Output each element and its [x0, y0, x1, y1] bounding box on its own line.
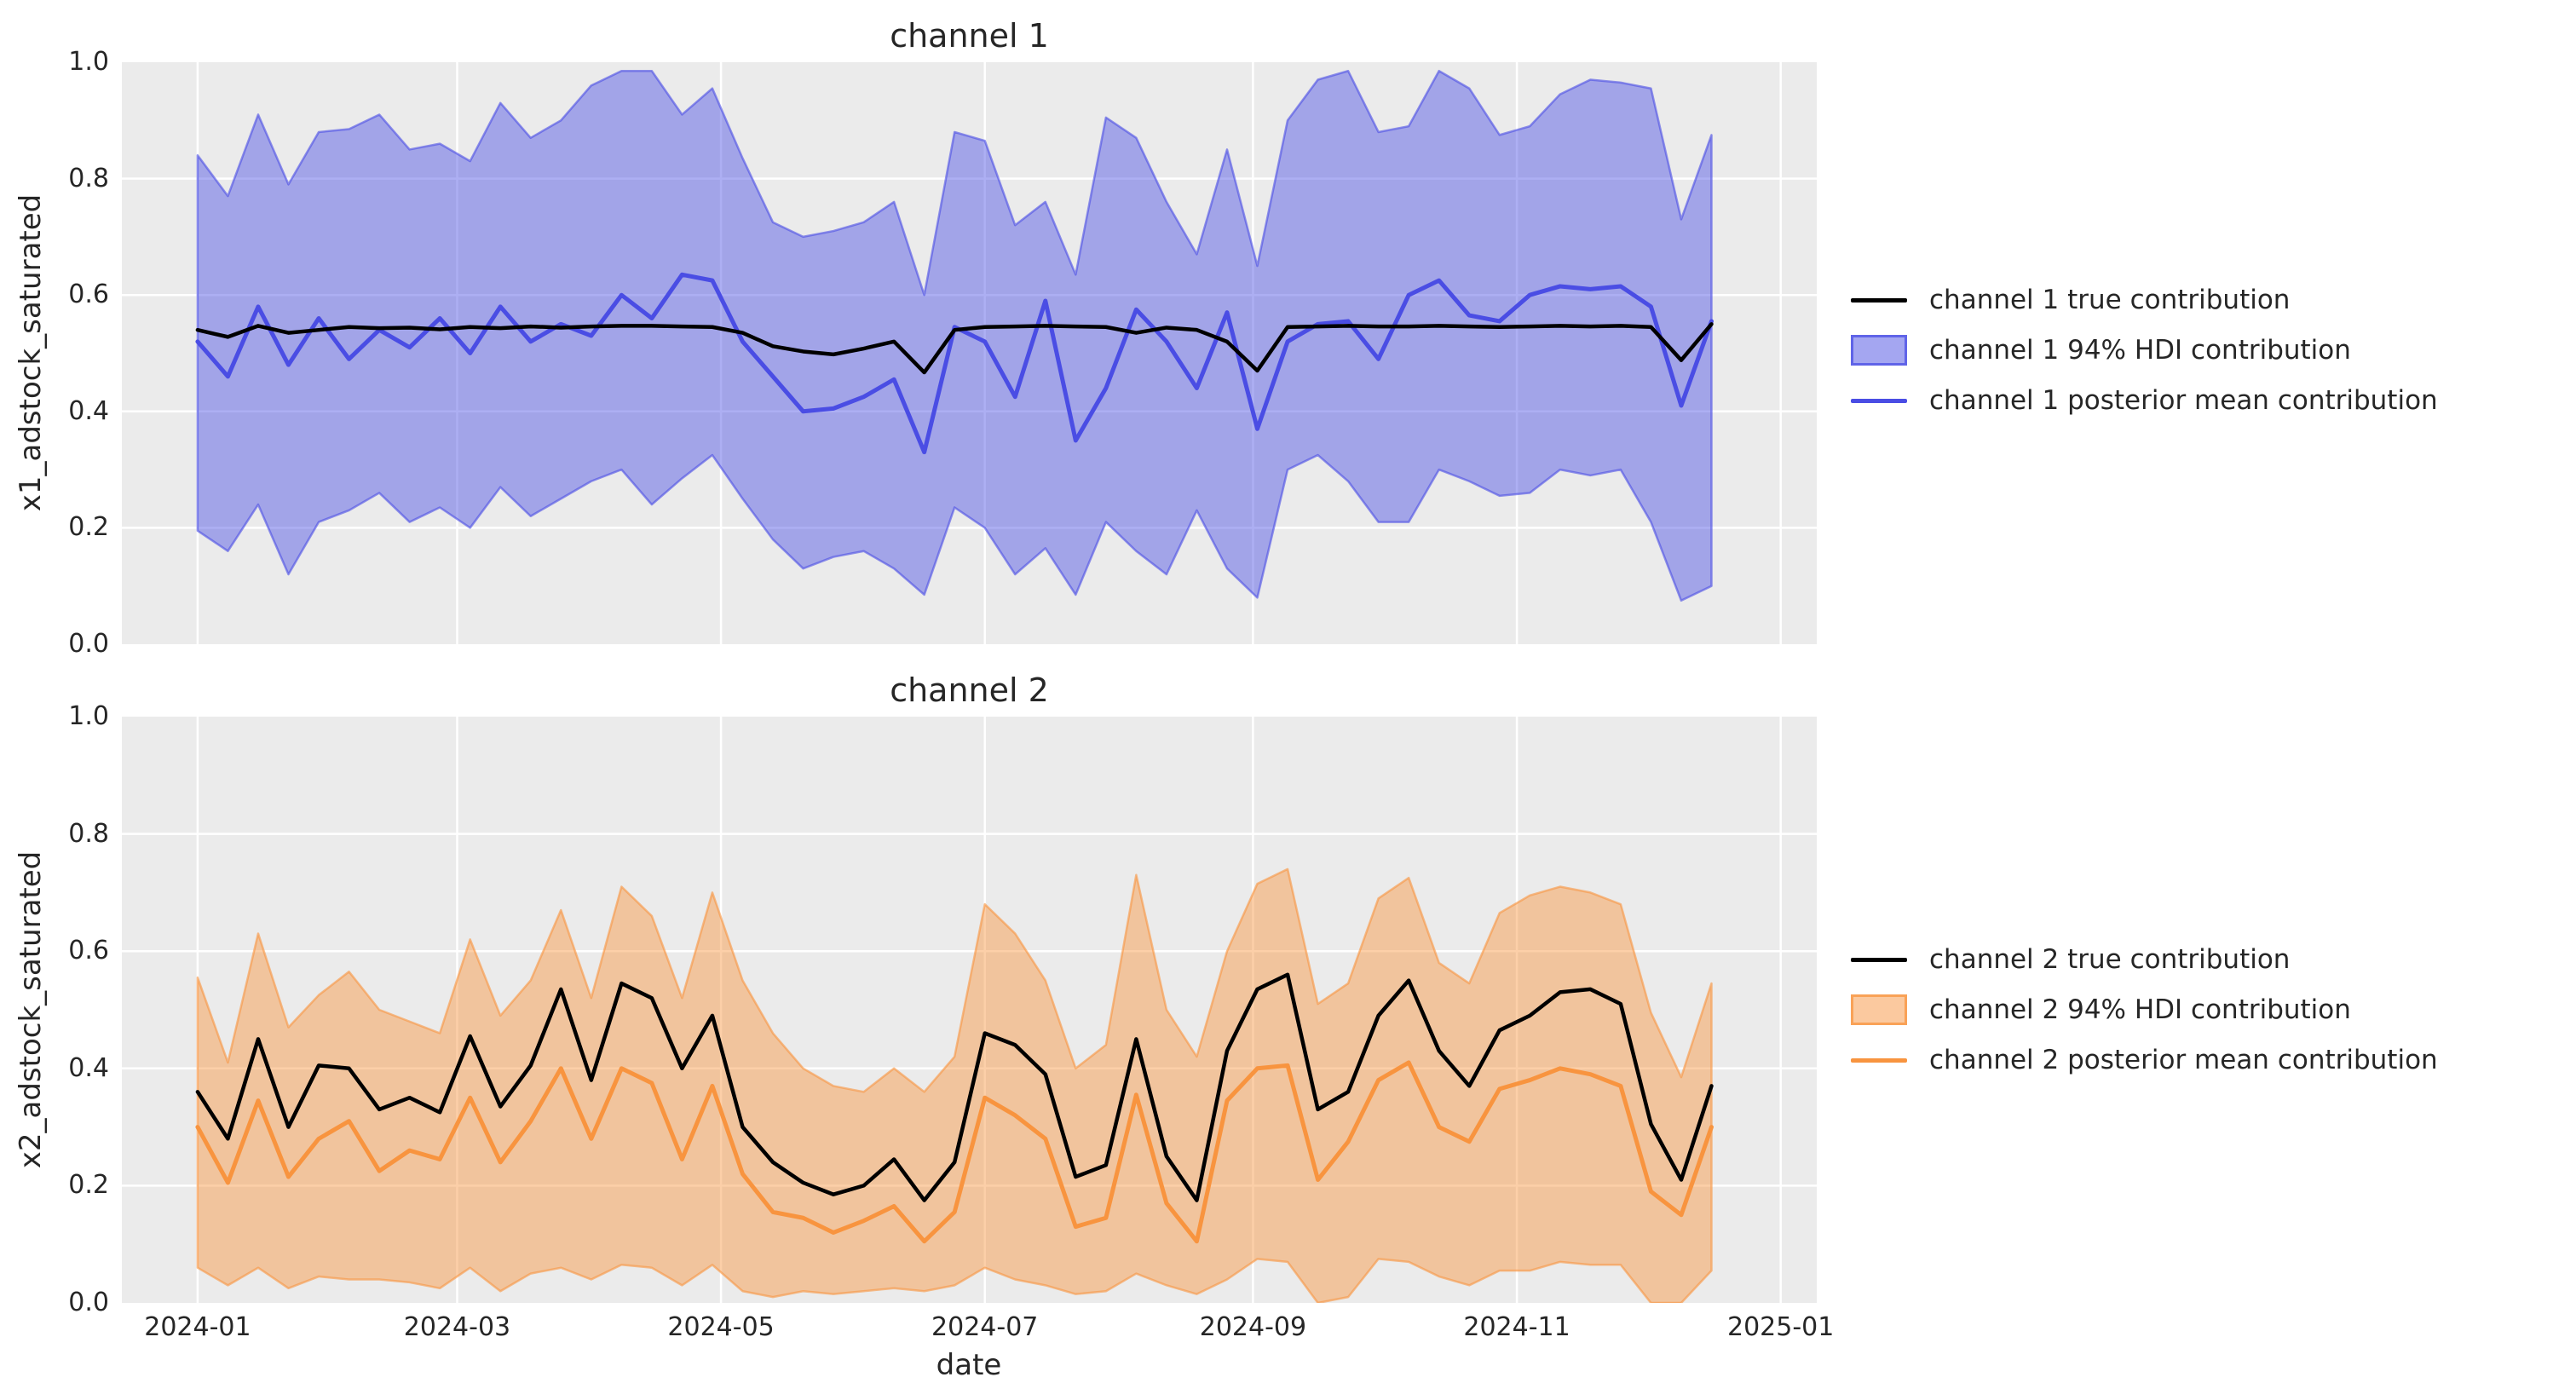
- y-tick-label: 0.4: [68, 1052, 109, 1083]
- chart2-legend: channel 2 true contribution channel 2 94…: [1851, 943, 2438, 1094]
- y-tick-label: 0.4: [68, 395, 109, 426]
- chart2-plot-area: [122, 717, 1817, 1303]
- chart1-plot-area: [122, 62, 1817, 644]
- y-tick-label: 0.8: [68, 163, 109, 193]
- legend-label: channel 2 true contribution: [1929, 944, 2291, 975]
- y-tick-label: 0.2: [68, 1170, 109, 1201]
- hdi-patch-swatch: [1851, 335, 1907, 366]
- y-tick-label: 0.0: [68, 629, 109, 659]
- y-tick-label: 0.0: [68, 1288, 109, 1317]
- y-tick-label: 1.0: [68, 47, 109, 77]
- hdi-patch-swatch: [1851, 994, 1907, 1025]
- legend-label: channel 2 posterior mean contribution: [1929, 1045, 2438, 1075]
- y-tick-label: 0.6: [68, 936, 109, 966]
- x-tick-label: 2024-07: [931, 1312, 1039, 1342]
- posterior-mean-line-swatch: [1851, 398, 1907, 403]
- legend-item-posterior-mean: channel 2 posterior mean contribution: [1851, 1044, 2438, 1076]
- x-tick-label: 2024-05: [667, 1312, 775, 1342]
- chart1-plot-svg: [122, 62, 1817, 644]
- chart1-y-axis-label: x1_adstock_saturated: [14, 193, 48, 512]
- legend-label: channel 1 posterior mean contribution: [1929, 385, 2438, 416]
- chart1-legend: channel 1 true contribution channel 1 94…: [1851, 284, 2438, 435]
- y-tick-label: 1.0: [68, 701, 109, 731]
- y-tick-label: 0.6: [68, 279, 109, 310]
- x-tick-label: 2024-09: [1199, 1312, 1307, 1342]
- legend-item-hdi: channel 1 94% HDI contribution: [1851, 334, 2438, 366]
- x-tick-label: 2024-11: [1463, 1312, 1570, 1342]
- legend-item-true: channel 2 true contribution: [1851, 943, 2438, 976]
- posterior-mean-line-swatch: [1851, 1057, 1907, 1063]
- legend-label: channel 1 true contribution: [1929, 285, 2291, 315]
- chart2-y-axis-label: x2_adstock_saturated: [14, 850, 48, 1169]
- chart2-plot-svg: [122, 717, 1817, 1303]
- legend-label: channel 1 94% HDI contribution: [1929, 335, 2351, 366]
- legend-item-hdi: channel 2 94% HDI contribution: [1851, 994, 2438, 1026]
- y-tick-label: 0.8: [68, 818, 109, 849]
- true-line-swatch: [1851, 297, 1907, 303]
- x-tick-label: 2024-03: [403, 1312, 511, 1342]
- x-tick-label: 2025-01: [1727, 1312, 1835, 1342]
- chart1-title: channel 1: [890, 17, 1049, 55]
- true-line-swatch: [1851, 957, 1907, 962]
- x-tick-label: 2024-01: [144, 1312, 251, 1342]
- chart2-title: channel 2: [890, 671, 1049, 709]
- y-tick-label: 0.2: [68, 512, 109, 543]
- legend-label: channel 2 94% HDI contribution: [1929, 994, 2351, 1025]
- legend-item-posterior-mean: channel 1 posterior mean contribution: [1851, 384, 2438, 417]
- x-axis-label: date: [936, 1348, 1002, 1382]
- legend-item-true: channel 1 true contribution: [1851, 284, 2438, 316]
